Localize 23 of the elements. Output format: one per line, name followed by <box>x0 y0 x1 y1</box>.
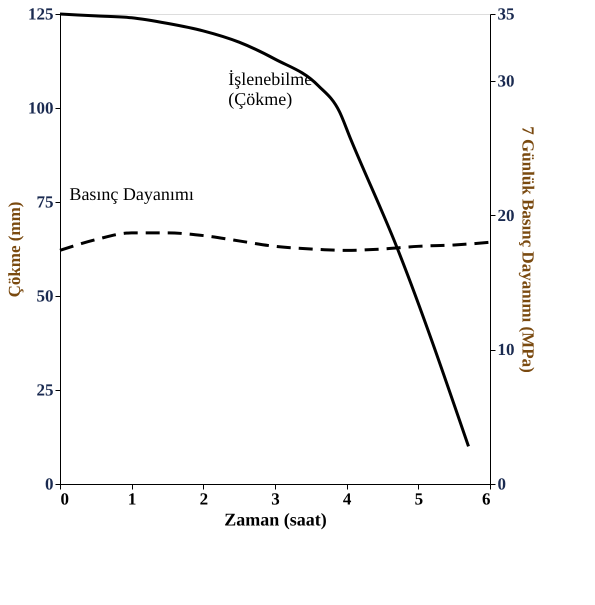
series-label: Basınç Dayanımı <box>69 184 194 204</box>
x-tick-label: 4 <box>342 490 352 508</box>
y-tick-label: 125 <box>28 4 54 24</box>
x-tick-label: 0 <box>60 490 69 508</box>
y-tick-label: 75 <box>36 192 54 212</box>
x-tick-label: 3 <box>271 490 280 508</box>
y-tick-label: 25 <box>36 380 54 400</box>
x-tick-label: 1 <box>128 490 136 508</box>
y-tick-label: 50 <box>36 286 54 306</box>
y-axis-title: Çökme (mm) <box>5 202 24 298</box>
x-axis-title: Zaman (saat) <box>224 510 327 530</box>
x-tick-label: 2 <box>200 490 208 508</box>
y2-tick-label: 30 <box>498 72 514 91</box>
series-label: İşlenebilme (Çökme) <box>228 69 312 110</box>
y2-tick-label: 0 <box>498 474 506 494</box>
y2-tick-label: 20 <box>498 206 514 225</box>
y-tick-label: 100 <box>28 98 54 118</box>
x-tick-label: 6 <box>482 490 490 508</box>
x-tick-label: 5 <box>414 490 424 508</box>
y2-tick-label: 10 <box>498 340 514 360</box>
y-tick-label: 0 <box>45 474 54 494</box>
y2-axis-title: 7 Günlük Basınç Dayanımı (MPa) <box>518 126 538 373</box>
y2-tick-label: 35 <box>498 4 514 24</box>
